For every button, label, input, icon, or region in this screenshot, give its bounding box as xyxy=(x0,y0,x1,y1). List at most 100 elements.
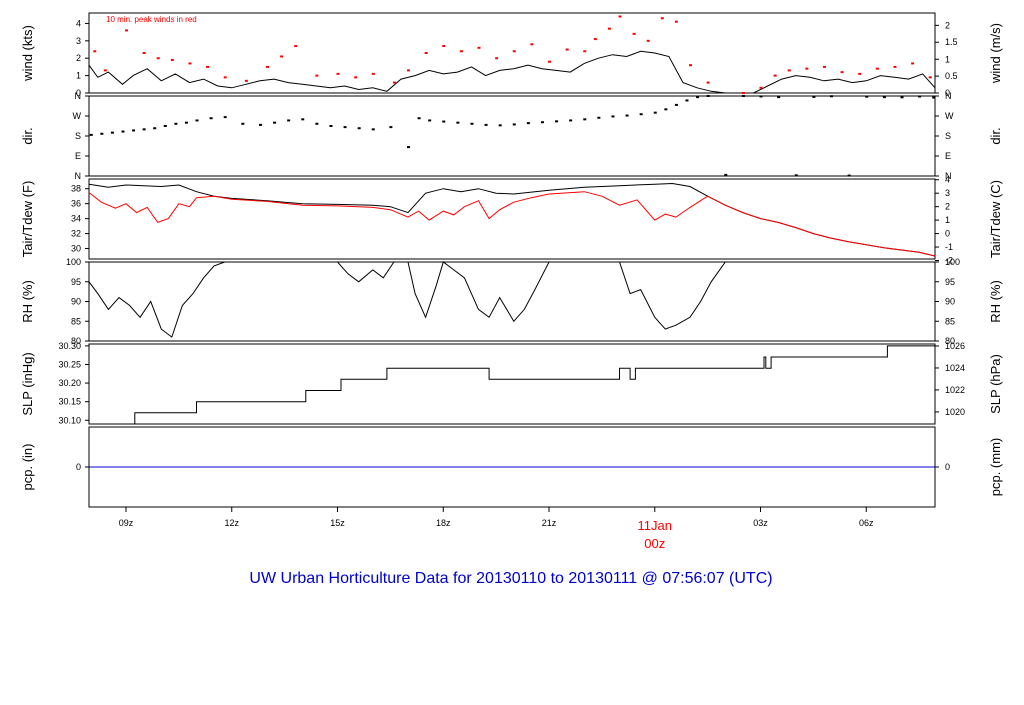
data-point xyxy=(103,69,107,72)
series-direction xyxy=(89,95,936,177)
series-line xyxy=(88,261,935,338)
data-point xyxy=(174,122,178,125)
left-tick-label: 38 xyxy=(71,184,81,194)
data-point xyxy=(424,52,428,54)
right-tick-label: 0 xyxy=(945,229,950,239)
data-point xyxy=(822,65,826,68)
data-point xyxy=(932,96,936,99)
right-tick-label: E xyxy=(945,151,951,161)
left-tick-label: 30 xyxy=(71,244,81,254)
data-point xyxy=(315,74,319,77)
data-point xyxy=(893,65,897,68)
data-point xyxy=(142,52,146,54)
right-axis-label: wind (m/s) xyxy=(988,23,1003,84)
data-point xyxy=(442,120,446,123)
right-tick-label: 2 xyxy=(945,202,950,212)
left-tick-label: N xyxy=(75,91,82,101)
data-point xyxy=(741,95,745,97)
left-tick-label: E xyxy=(75,151,81,161)
data-point xyxy=(209,117,213,120)
series-sustained xyxy=(88,50,936,94)
data-point xyxy=(583,50,587,53)
left-tick-label: 0 xyxy=(76,88,81,98)
data-point xyxy=(858,72,862,75)
series-rh xyxy=(88,261,935,338)
data-point xyxy=(865,95,869,98)
left-tick-label: 30.25 xyxy=(58,359,81,369)
left-tick-label: 30.30 xyxy=(58,341,81,351)
data-point xyxy=(266,65,270,68)
data-point xyxy=(632,32,636,35)
data-point xyxy=(530,43,534,46)
right-tick-label: 1 xyxy=(945,54,950,64)
right-axis-label: Tair/Tdew (C) xyxy=(988,180,1003,258)
data-point xyxy=(724,173,728,176)
right-tick-label: -2 xyxy=(945,255,953,265)
left-tick-label: 1 xyxy=(76,71,81,81)
series-slp xyxy=(89,345,935,425)
data-point xyxy=(646,39,650,42)
right-tick-label: 90 xyxy=(945,297,955,307)
left-tick-label: 30.20 xyxy=(58,378,81,388)
left-tick-label: 100 xyxy=(66,257,81,267)
data-point xyxy=(244,79,248,82)
right-tick-label: 4 xyxy=(945,175,950,185)
data-point xyxy=(294,45,298,48)
data-point xyxy=(371,128,375,131)
data-point xyxy=(777,96,781,99)
data-point xyxy=(618,15,622,18)
left-axis-label: Tair/Tdew (F) xyxy=(20,181,35,258)
data-point xyxy=(759,86,763,89)
right-tick-label: 1026 xyxy=(945,341,965,351)
data-point xyxy=(759,95,763,98)
data-point xyxy=(315,122,319,125)
data-point xyxy=(706,81,710,84)
x-tick-label: 18z xyxy=(436,518,451,528)
data-point xyxy=(170,58,174,61)
panel-frame xyxy=(88,95,936,177)
right-tick-label: 3 xyxy=(945,188,950,198)
data-point xyxy=(593,38,597,41)
right-axis-label: pcp. (mm) xyxy=(988,438,1003,497)
data-point xyxy=(241,122,245,125)
data-point xyxy=(555,120,559,123)
series-line xyxy=(88,182,936,257)
data-point xyxy=(357,127,361,130)
x-axis: 09z 12z 15z 18z 21z 03z 06z 11Jan 00z xyxy=(119,507,874,551)
panel-wind: 0 1 2 3 4 0 0.5 1 1.5 2 wind (kts) wind (m/s) 10 min… xyxy=(20,12,1003,98)
data-point xyxy=(625,114,629,117)
data-point xyxy=(597,116,601,119)
right-tick-label: 1022 xyxy=(945,385,965,395)
data-point xyxy=(696,96,700,99)
data-point xyxy=(674,103,678,106)
data-point xyxy=(812,95,816,98)
data-point xyxy=(417,117,421,120)
data-point xyxy=(121,130,125,133)
data-point xyxy=(928,76,932,79)
data-point xyxy=(900,96,904,99)
data-point xyxy=(569,119,573,122)
data-point xyxy=(911,62,915,65)
data-point xyxy=(484,123,488,126)
right-tick-label: 100 xyxy=(945,257,960,267)
data-point xyxy=(206,65,210,68)
x-tick-label: 09z xyxy=(119,518,134,528)
left-tick-label: 90 xyxy=(71,297,81,307)
x-tick-label: 21z xyxy=(542,518,557,528)
data-point xyxy=(354,76,358,79)
data-point xyxy=(689,64,693,67)
data-point xyxy=(548,60,552,63)
panel-rh: 80 85 90 95 100 80 85 90 95 100 RH (%) RH (%) xyxy=(20,257,1003,346)
panel-frame xyxy=(88,261,936,342)
data-point xyxy=(470,122,474,125)
right-tick-label: S xyxy=(945,131,951,141)
left-axis-label: dir. xyxy=(20,127,35,144)
data-point xyxy=(392,81,396,84)
right-axis-label: SLP (hPa) xyxy=(988,354,1003,414)
data-point xyxy=(223,76,227,79)
left-tick-label: 85 xyxy=(71,316,81,326)
